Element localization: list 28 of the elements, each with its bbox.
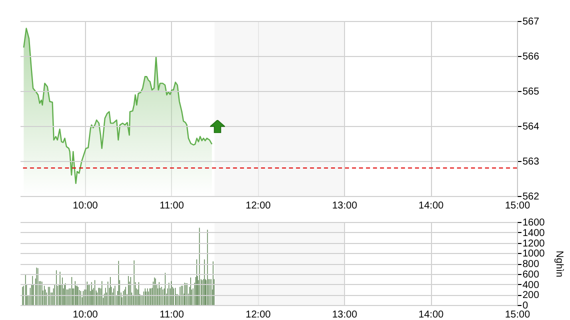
y-tick-label: 200 (522, 290, 540, 302)
y-tick-label: 564 (522, 122, 540, 132)
x-tick-label: 11:00 (160, 200, 184, 212)
x-tick-label: 13:00 (332, 200, 358, 212)
x-tick-label: 12:00 (246, 310, 272, 320)
x-tick-label: 15:00 (504, 200, 530, 212)
x-tick-label: 14:00 (418, 200, 444, 212)
x-tick-label: 10:00 (72, 200, 98, 212)
y-tick-label: 0 (522, 300, 528, 312)
y-tick-label: 566 (522, 52, 540, 62)
y-tick-label: 400 (522, 280, 540, 291)
x-tick-label: 14:00 (418, 310, 444, 320)
y-tick-label: 1600 (522, 218, 546, 228)
y-tick-label: 1000 (522, 248, 546, 260)
x-tick-label: 10:00 (72, 310, 98, 320)
x-tick-label: 13:00 (332, 310, 358, 320)
y-tick-label: 1400 (522, 228, 546, 239)
y-tick-label: 1200 (522, 238, 546, 250)
y-tick-label: 600 (522, 269, 540, 280)
x-tick-label: 11:00 (160, 310, 184, 320)
y-tick-label: 563 (522, 156, 540, 168)
y-tick-label: 567 (522, 16, 540, 28)
y-axis-title: Nghìn (554, 250, 565, 278)
x-tick-label: 12:00 (246, 200, 272, 212)
y-tick-label: 562 (522, 192, 540, 202)
x-tick-label: 15:00 (504, 310, 530, 320)
y-tick-label: 565 (522, 86, 540, 98)
y-tick-label: 800 (522, 259, 540, 270)
